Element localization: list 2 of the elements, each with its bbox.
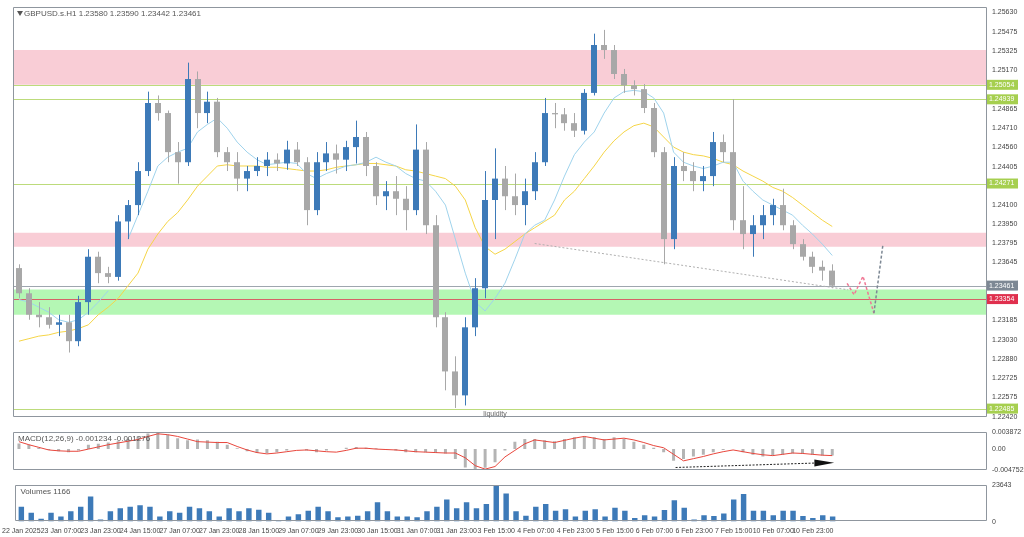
- chart-title: GBPUSD.s.H1 1.23580 1.23590 1.23442 1.23461: [24, 9, 202, 19]
- chart-title: Volumes 1166: [20, 487, 71, 497]
